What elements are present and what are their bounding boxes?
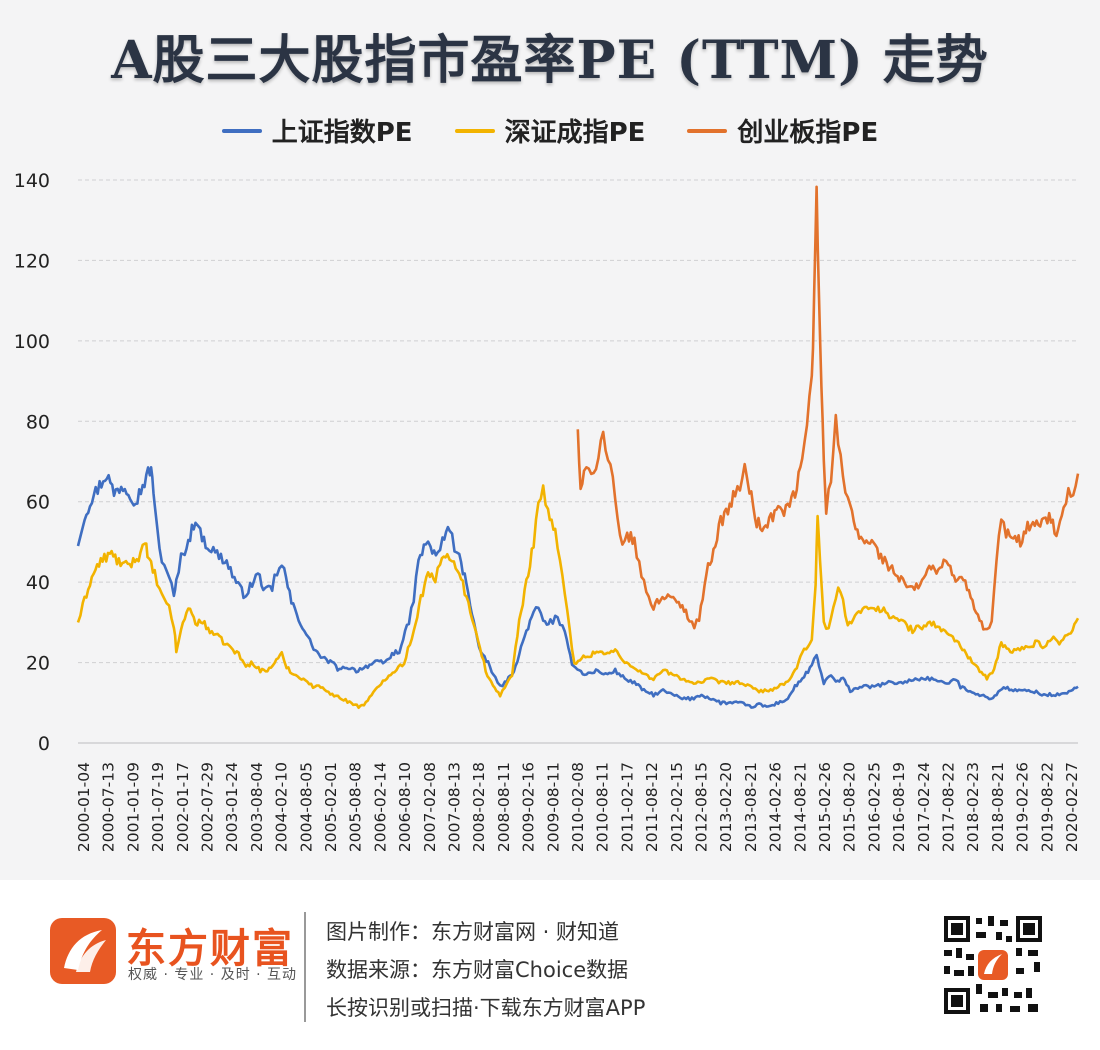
x-tick-label: 2011-02-17 — [618, 762, 636, 852]
footer: 东方财富 权威 · 专业 · 及时 · 互动 图片制作：东方财富网 · 财知道 … — [0, 880, 1100, 1050]
x-tick-label: 2011-08-12 — [643, 762, 661, 852]
legend-item-chinext: 创业板指PE — [687, 112, 878, 149]
x-tick-label: 2017-02-24 — [915, 762, 933, 852]
legend-swatch-chinext — [687, 128, 728, 133]
x-tick-label: 2008-08-11 — [495, 762, 513, 852]
legend-label-chinext: 创业板指PE — [737, 118, 879, 148]
legend-item-shenzhen: 深证成指PE — [454, 112, 646, 149]
x-tick-label: 2010-08-11 — [594, 762, 612, 852]
x-tick-label: 2005-08-08 — [347, 762, 365, 852]
footer-source-line: 数据来源：东方财富Choice数据 — [326, 958, 629, 982]
footer-credit-line: 图片制作：东方财富网 · 财知道 — [326, 920, 620, 944]
y-tick-label: 20 — [26, 653, 50, 675]
x-tick-label: 2015-08-20 — [841, 762, 859, 852]
x-tick-label: 2001-01-09 — [124, 762, 142, 852]
x-tick-label: 2013-08-21 — [742, 762, 760, 852]
series-line-0 — [76, 466, 1079, 709]
x-tick-label: 2019-08-22 — [1038, 762, 1056, 852]
x-tick-label: 2008-02-18 — [470, 762, 488, 852]
qr-code[interactable] — [940, 912, 1046, 1018]
legend-swatch-shenzhen — [454, 128, 495, 133]
footer-download-line: 长按识别或扫描·下载东方财富APP — [326, 996, 646, 1020]
y-tick-label: 60 — [26, 492, 50, 514]
series-line-1 — [76, 484, 1080, 709]
x-tick-label: 2009-08-11 — [544, 762, 562, 852]
x-tick-label: 2017-08-22 — [940, 762, 958, 852]
x-tick-label: 2003-08-04 — [248, 762, 266, 852]
y-tick-label: 100 — [14, 331, 50, 353]
x-tick-label: 2007-08-13 — [446, 762, 464, 852]
x-tick-label: 2003-01-24 — [223, 762, 241, 852]
x-tick-label: 2015-02-26 — [816, 762, 834, 852]
x-tick-label: 2016-08-19 — [890, 762, 908, 852]
legend-label-shenzhen: 深证成指PE — [504, 118, 646, 148]
x-tick-label: 2016-02-25 — [865, 762, 883, 852]
x-tick-label: 2010-02-08 — [569, 762, 587, 852]
x-tick-label: 2006-08-10 — [396, 762, 414, 852]
y-tick-label: 120 — [14, 250, 50, 272]
brand-name: 东方财富 — [126, 926, 294, 972]
x-tick-label: 2002-01-17 — [174, 762, 192, 852]
pe-line-chart: 0 20 40 60 80 100 120 140 2000-01-04 2000-07-13 20… — [14, 170, 1081, 852]
footer-divider — [304, 912, 306, 1022]
x-tick-label: 2004-08-05 — [297, 762, 315, 852]
y-tick-label: 0 — [38, 733, 50, 755]
x-tick-label: 2002-07-29 — [199, 762, 217, 852]
y-tick-label: 40 — [26, 572, 50, 594]
x-tick-label: 2013-02-20 — [717, 762, 735, 852]
brand-logo — [50, 918, 116, 984]
x-tick-label: 2000-01-04 — [75, 762, 93, 852]
x-tick-label: 2007-02-08 — [421, 762, 439, 852]
brand-tagline: 权威 · 专业 · 及时 · 互动 — [128, 967, 298, 983]
series-line-2 — [576, 185, 1080, 631]
chart-title: A股三大股指市盈率PE (TTM) 走势 — [111, 30, 989, 91]
x-tick-label: 2005-02-01 — [322, 762, 340, 852]
x-tick-label: 2018-02-23 — [964, 762, 982, 852]
x-tick-label: 2012-02-15 — [668, 762, 686, 852]
x-tick-label: 2001-07-19 — [149, 762, 167, 852]
y-tick-label: 80 — [26, 411, 50, 433]
x-tick-label: 2006-02-14 — [371, 762, 389, 852]
x-tick-label: 2004-02-10 — [273, 762, 291, 852]
logo-swoosh-icon — [64, 930, 106, 972]
legend-swatch-shanghai — [221, 128, 262, 133]
y-tick-label: 140 — [14, 170, 50, 192]
legend-item-shanghai: 上证指数PE — [221, 112, 413, 149]
x-tick-label: 2012-08-15 — [693, 762, 711, 852]
chart-legend: 上证指数PE 深证成指PE 创业板指PE — [0, 112, 1100, 149]
x-tick-label: 2018-08-21 — [989, 762, 1007, 852]
x-tick-label: 2019-02-26 — [1014, 762, 1032, 852]
x-tick-label: 2000-07-13 — [100, 762, 118, 852]
legend-label-shanghai: 上证指数PE — [271, 118, 413, 148]
x-tick-label: 2020-02-27 — [1063, 762, 1081, 852]
x-tick-label: 2014-08-21 — [791, 762, 809, 852]
x-tick-label: 2014-02-26 — [767, 762, 785, 852]
x-tick-label: 2009-02-16 — [520, 762, 538, 852]
